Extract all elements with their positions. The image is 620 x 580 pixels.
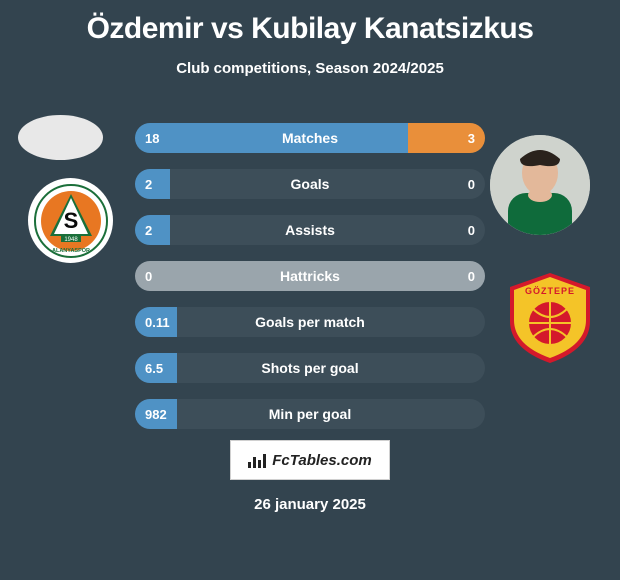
stat-value-right: 0: [468, 215, 475, 245]
stat-value-left: 2: [145, 215, 152, 245]
footer-brand-text: FcTables.com: [272, 452, 371, 469]
stat-value-left: 982: [145, 399, 167, 429]
subtitle: Club competitions, Season 2024/2025: [0, 60, 620, 77]
stat-label: Goals: [135, 169, 485, 199]
comparison-chart: Matches183Goals20Assists20Hattricks00Goa…: [135, 123, 485, 445]
stat-value-right: 0: [468, 169, 475, 199]
stat-row: Assists2 0: [135, 215, 485, 245]
stat-label: Assists: [135, 215, 485, 245]
club-right-logo: GÖZTEPE: [500, 267, 600, 367]
footer-brand-badge: FcTables.com: [230, 440, 390, 480]
stat-label: Min per goal: [135, 399, 485, 429]
goztepe-logo-icon: GÖZTEPE: [500, 267, 600, 367]
stat-value-right: 0: [468, 261, 475, 291]
stat-bar-left: [135, 169, 170, 199]
stat-value-left: 6.5: [145, 353, 163, 383]
stat-value-left: 18: [145, 123, 159, 153]
player-left-photo: [18, 115, 103, 160]
svg-text:GÖZTEPE: GÖZTEPE: [525, 286, 575, 296]
page-title: Özdemir vs Kubilay Kanatsizkus: [0, 0, 620, 46]
stat-label: Goals per match: [135, 307, 485, 337]
stat-label: Shots per goal: [135, 353, 485, 383]
bar-chart-icon: [248, 452, 266, 468]
club-left-logo: S 1948 ALANYASPOR: [28, 178, 113, 263]
stat-row: Goals per match0.11: [135, 307, 485, 337]
stat-bar-left: [135, 215, 170, 245]
svg-text:ALANYASPOR: ALANYASPOR: [52, 248, 90, 254]
footer-date: 26 january 2025: [0, 496, 620, 513]
player-right-avatar-icon: [490, 135, 590, 235]
stat-value-left: 2: [145, 169, 152, 199]
stat-value-right: 3: [468, 123, 475, 153]
stat-bar-left: [135, 261, 310, 291]
stat-row: Goals2 0: [135, 169, 485, 199]
stat-bar-left: [135, 123, 408, 153]
player-right-photo: [490, 135, 590, 235]
alanyaspor-logo-icon: S 1948 ALANYASPOR: [34, 184, 108, 258]
stat-row: Shots per goal6.5: [135, 353, 485, 383]
stat-value-left: 0: [145, 261, 152, 291]
svg-text:S: S: [63, 208, 78, 233]
stat-value-left: 0.11: [145, 307, 170, 337]
stat-row: Matches183: [135, 123, 485, 153]
svg-text:1948: 1948: [64, 237, 78, 243]
stat-bar-right: [310, 261, 485, 291]
stat-row: Hattricks00: [135, 261, 485, 291]
stat-row: Min per goal982: [135, 399, 485, 429]
